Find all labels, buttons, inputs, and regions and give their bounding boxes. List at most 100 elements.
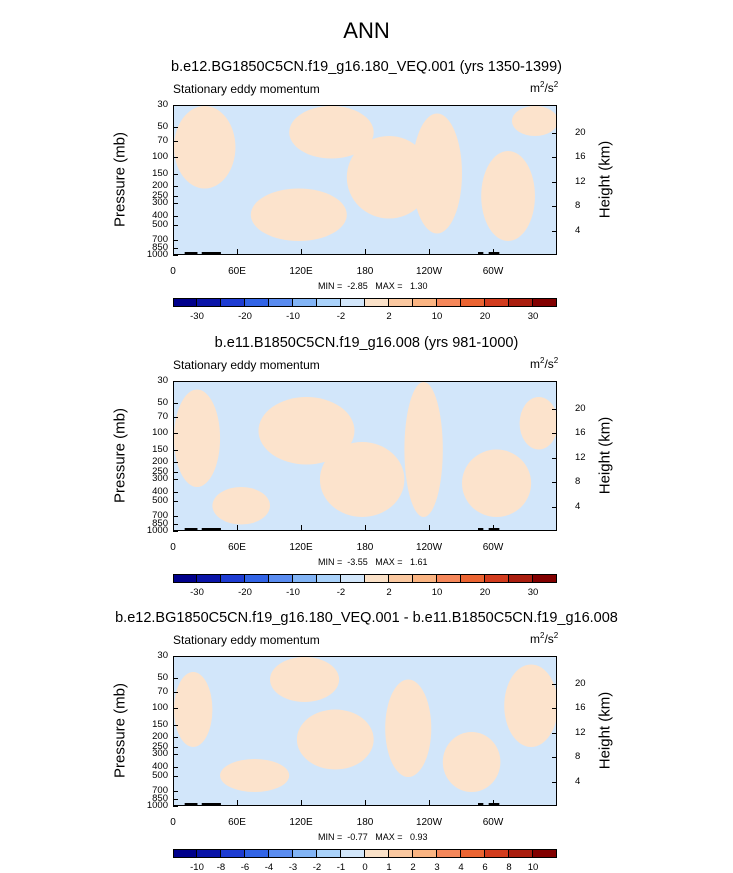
topography-mask [201,252,221,254]
y-tick-mark [173,790,178,792]
y-tick-label: 850 [152,242,168,254]
colorbar-label: -30 [190,587,204,598]
y-tick-label: 500 [152,219,168,231]
positive-contour-region [462,449,532,517]
y-tick-label: 150 [152,443,168,455]
colorbar-label: 8 [506,862,512,873]
y-tick-label: 100 [152,426,168,438]
x-tick-label: 120E [289,266,313,277]
min-max-readout: MIN = -3.55 MAX = 1.61 [318,557,428,567]
topography-mask [201,528,221,530]
y-tick-mark [173,524,178,526]
y-tick-label: 850 [152,793,168,805]
min-max-readout: MIN = -2.85 MAX = 1.30 [318,281,428,291]
min-max-readout: MIN = -0.77 MAX = 0.93 [318,832,428,842]
colorbar-label: 30 [527,311,539,322]
y-tick-label: 1000 [146,525,168,536]
y-tick-label: 700 [152,233,168,245]
positive-contour-region [504,664,556,747]
y-tick-label: 850 [152,518,168,530]
y-axis-label: Pressure (mb) [111,131,129,228]
y-tick-mark [173,776,178,778]
colorbar-label: 3 [434,862,440,873]
positive-contour-region [174,106,236,189]
colorbar-outline [173,298,557,307]
colorbar-swatch [317,298,341,307]
positive-contour-region [346,136,432,219]
colorbar-swatch [389,298,413,307]
y-tick-label: 150 [152,718,168,730]
y-right-tick-mark [552,757,557,759]
colorbar-label: -20 [238,587,252,598]
colorbar-swatch [365,574,389,583]
x-tick-label: 60W [482,817,504,828]
colorbar-swatch [437,849,461,858]
colorbar-label: 10 [527,862,539,873]
colorbar-label: -8 [216,862,226,873]
page-title: ANN [343,18,390,43]
y-tick-label: 300 [152,197,168,209]
colorbar-label: 20 [479,311,491,322]
y-tick-mark [173,754,178,756]
x-tick-label: 60E [228,542,246,553]
y-right-tick-mark [552,433,557,435]
x-tick-label: 180 [356,817,374,828]
y-tick-mark [173,766,178,768]
topography-mask [488,803,500,805]
y-right-tick-label: 20 [575,402,586,414]
y-tick-label: 100 [152,150,168,162]
colorbar-swatch [341,849,365,858]
colorbar [173,298,557,307]
y-tick-label: 50 [157,396,168,408]
y-tick-label: 70 [157,135,168,147]
positive-contour-region [385,679,432,777]
y-tick-label: 1000 [146,249,168,260]
x-tick-label: 180 [356,542,374,553]
x-tick-label: 60W [482,266,504,277]
y-right-tick-mark [552,506,557,508]
y-tick-mark [173,105,178,106]
units-mid: /s [544,81,554,95]
topography-mask [184,528,198,530]
x-tick-label: 60W [482,542,504,553]
colorbar-label: 0 [362,862,368,873]
topography-mask [478,803,484,805]
colorbar-swatch [365,298,389,307]
y-right-tick-mark [552,457,557,459]
y-tick-mark [173,225,178,227]
chart-subtitle: Stationary eddy momentum [173,358,320,372]
units-exp-1: 2 [540,631,545,640]
y-right-tick-mark [552,708,557,710]
colorbar-swatch [173,849,197,858]
y-right-tick-mark [552,132,557,134]
heatmap-field [174,382,556,530]
y-right-tick-label: 12 [575,726,586,738]
colorbar-label: -30 [190,311,204,322]
colorbar-swatch [485,298,509,307]
y-tick-label: 30 [157,650,168,661]
positive-contour-region [174,389,221,487]
colorbar-swatch [533,574,557,583]
y-tick-mark [173,432,178,434]
y-tick-label: 300 [152,748,168,760]
units-exp-1: 2 [540,80,545,89]
y-right-tick-label: 16 [575,427,586,439]
y-right-tick-label: 4 [575,224,581,236]
colorbar-swatch [269,574,293,583]
y-tick-label: 70 [157,411,168,423]
y-right-tick-mark [552,157,557,159]
y-tick-label: 70 [157,686,168,698]
colorbar-swatch [341,574,365,583]
colorbar-label: -6 [240,862,250,873]
y-tick-label: 250 [152,740,168,752]
x-tick-label: 120E [289,817,313,828]
chart-subtitle: Stationary eddy momentum [173,82,320,96]
colorbar-swatch [485,849,509,858]
colorbar-label: 10 [431,311,443,322]
y-tick-label: 250 [152,189,168,201]
y-tick-label: 700 [152,784,168,796]
y-tick-label: 200 [152,731,168,743]
